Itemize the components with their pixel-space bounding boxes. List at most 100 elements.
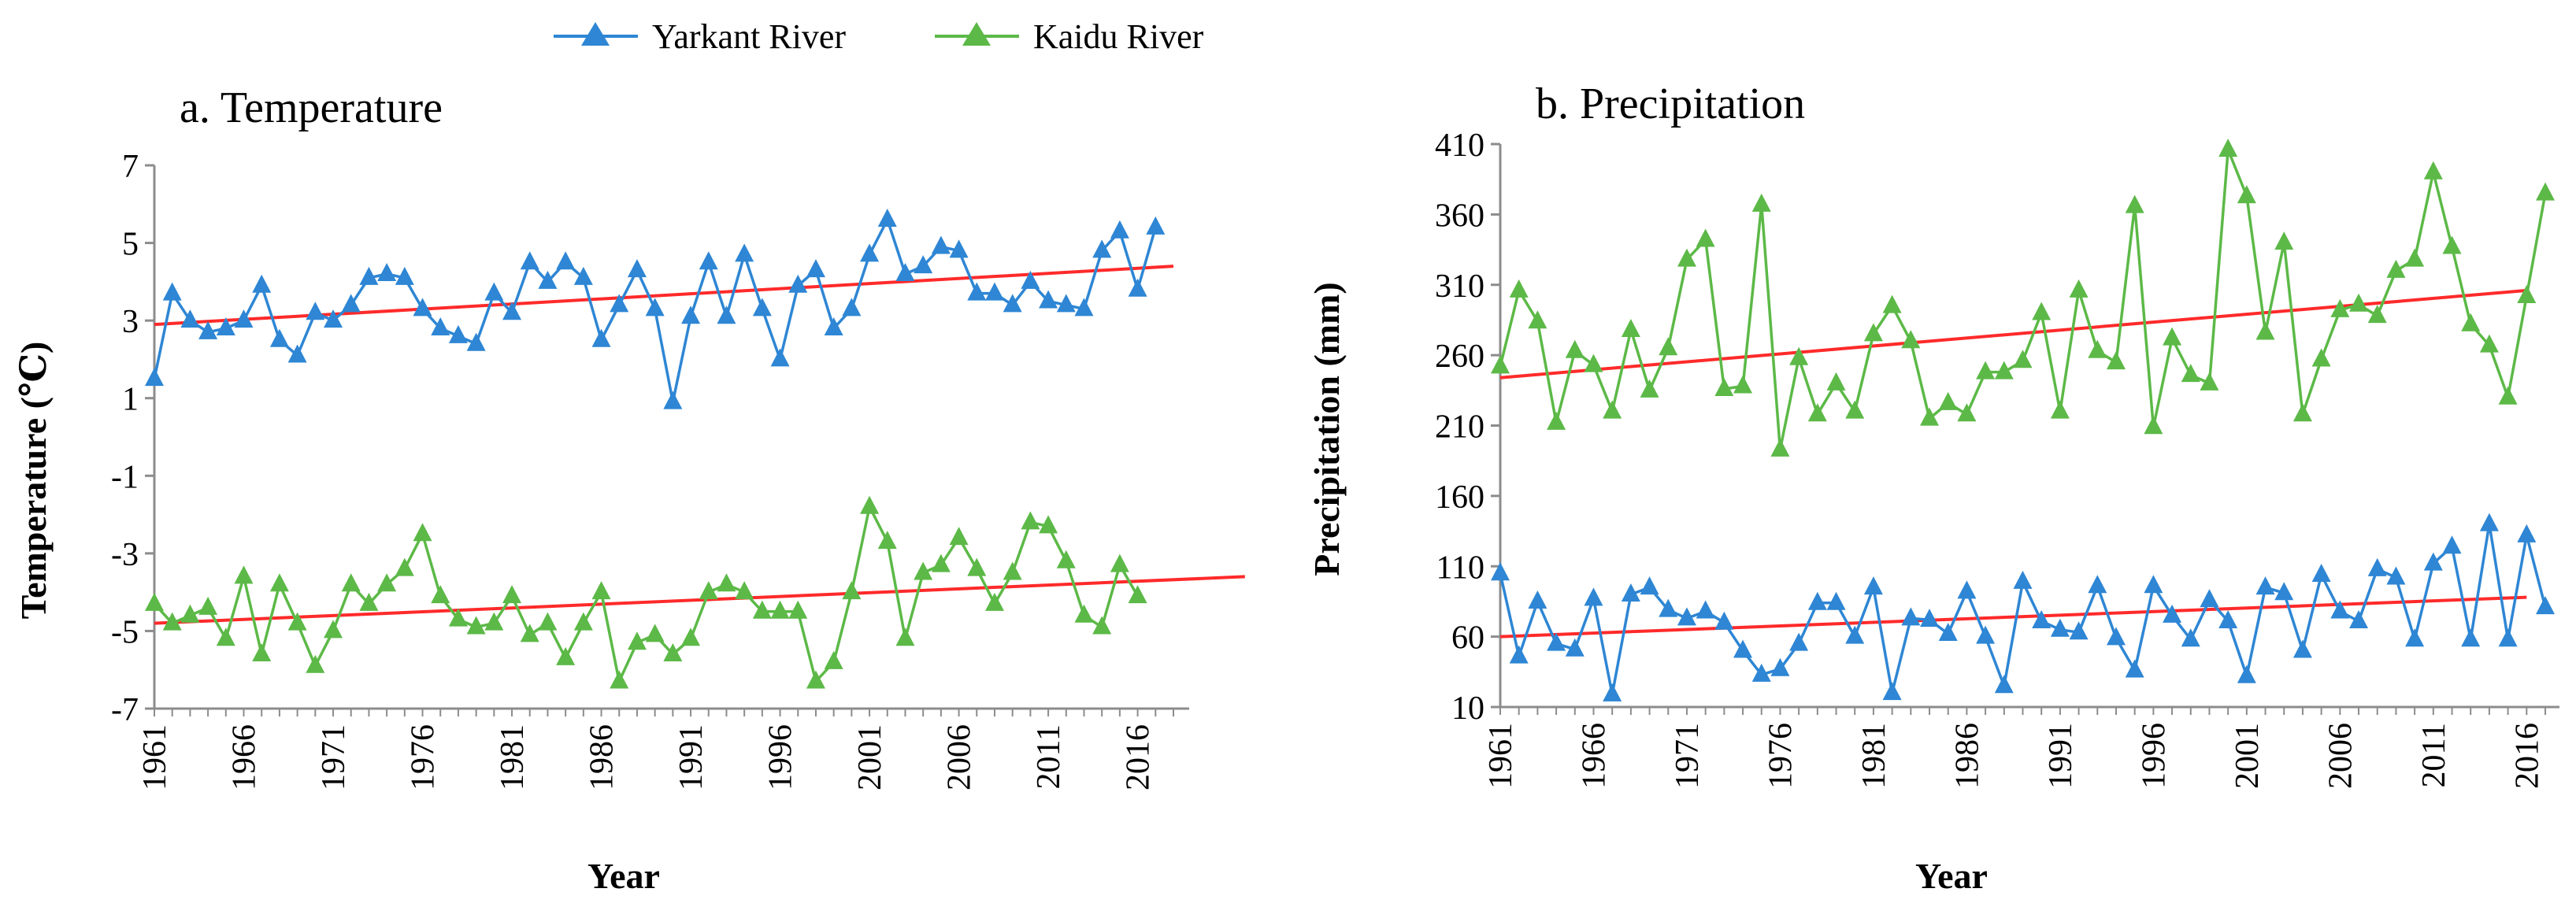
precipitation-data-point (2292, 403, 2312, 422)
precipitation-data-point (1733, 375, 1753, 394)
precipitation-data-point (2218, 609, 2238, 628)
precipitation-data-point (2536, 596, 2555, 615)
temperature-data-point (431, 317, 450, 335)
precipitation-trendline-1 (1499, 595, 2527, 639)
temperature-data-point (520, 251, 539, 270)
precipitation-data-point (1603, 400, 1622, 419)
temperature-data-point (216, 627, 235, 646)
precipitation-data-point (2274, 231, 2294, 250)
precipitation-data-point (2330, 298, 2350, 317)
precipitation-data-point (1826, 372, 1846, 391)
precipitation-data-point (1789, 632, 1809, 651)
precipitation-series-line-0 (1499, 148, 2547, 451)
temperature-data-point (1074, 604, 1094, 623)
precipitation-data-point (1863, 576, 1883, 595)
temperature-data-point (681, 627, 701, 646)
temperature-data-point (145, 368, 164, 387)
precipitation-data-point (2069, 621, 2089, 640)
precipitation-data-point (1565, 638, 1585, 657)
temperature-x-tick-label: 1991 (673, 724, 710, 790)
precipitation-y-tick-label: 110 (1436, 550, 1484, 586)
precipitation-data-point (1901, 330, 1921, 349)
precipitation-y-tick-label: 210 (1435, 409, 1484, 446)
precipitation-x-tick-label: 1986 (1949, 723, 1985, 789)
temperature-data-point (377, 263, 397, 281)
precipitation-chart: b. Precipitation Precipitation (mm) Year… (1307, 80, 2559, 896)
precipitation-x-tick-label: 1966 (1576, 723, 1612, 789)
temperature-data-point (324, 620, 343, 639)
precipitation-data-point (1659, 598, 1678, 617)
temperature-data-point (1092, 239, 1112, 258)
precipitation-x-tick-label: 1991 (2043, 723, 2079, 789)
temperature-x-tick-label: 2016 (1121, 724, 1157, 790)
temperature-data-point (1003, 294, 1022, 313)
temperature-data-point (1056, 550, 1076, 568)
temperature-data-point (788, 274, 808, 293)
temperature-x-tick-label: 2011 (1031, 724, 1067, 789)
temperature-data-point (395, 266, 414, 285)
temperature-trendline-0 (154, 265, 1174, 327)
temperature-data-point (735, 581, 754, 600)
precipitation-x-tick-label: 2011 (2416, 723, 2452, 787)
temperature-data-point (359, 592, 379, 611)
precipitation-data-point (2163, 604, 2182, 623)
temperature-data-point (1003, 561, 1022, 580)
precipitation-data-point (2088, 575, 2107, 594)
precipitation-data-point (1938, 623, 1958, 642)
temperature-data-point (306, 302, 325, 320)
precipitation-data-point (1621, 318, 1640, 337)
temperature-data-point (448, 608, 468, 627)
precipitation-data-point (1547, 632, 1566, 651)
temperature-y-tick-label: 5 (122, 227, 139, 263)
precipitation-data-point (1807, 403, 1827, 422)
temperature-data-point (770, 348, 790, 367)
precipitation-x-tick-label: 1961 (1483, 723, 1519, 789)
temperature-x-tick-label: 1971 (316, 724, 352, 790)
temperature-data-point (431, 585, 450, 604)
temperature-data-point (1074, 298, 1094, 317)
temperature-x-tick-label: 1966 (227, 724, 263, 790)
temperature-data-point (145, 592, 164, 611)
precipitation-data-point (1957, 580, 1977, 599)
temperature-data-point (234, 565, 254, 584)
precipitation-data-point (2088, 339, 2107, 358)
precipitation-data-point (2423, 552, 2443, 571)
precipitation-data-point (2330, 600, 2350, 619)
temperature-data-point (198, 596, 218, 615)
temperature-axes: -7 -5 -3 -1 1 3 5 7 1961 1966 1971 1976 1981 1986 1991… (111, 149, 1189, 790)
temperature-data-point (877, 531, 897, 550)
precipitation-data-point (1938, 391, 1958, 410)
precipitation-y-tick-label: 410 (1435, 128, 1484, 164)
temperature-y-axis-label: Temperature (℃) (13, 342, 54, 620)
precipitation-data-point (1882, 294, 1902, 313)
temperature-data-point (395, 557, 414, 576)
precipitation-chart-title: b. Precipitation (1536, 80, 1805, 128)
precipitation-data-point (1565, 339, 1585, 358)
temperature-data-point (663, 643, 683, 661)
temperature-data-point (806, 670, 825, 689)
temperature-data-point (752, 298, 772, 317)
temperature-data-point (895, 627, 915, 646)
temperature-x-tick-label: 2001 (852, 724, 888, 790)
temperature-data-point (341, 573, 361, 592)
temperature-data-point (627, 259, 647, 278)
temperature-data-point (824, 650, 843, 669)
precipitation-data-point (2423, 161, 2443, 180)
temperature-x-tick-label: 2006 (942, 724, 978, 790)
precipitation-data-point (2200, 372, 2219, 391)
precipitation-data-point (2442, 235, 2462, 254)
precipitation-data-point (2106, 351, 2126, 370)
temperature-data-point (931, 235, 951, 254)
temperature-data-point (287, 612, 307, 631)
temperature-data-point (860, 495, 880, 514)
precipitation-data-point (2237, 185, 2256, 204)
temperature-data-point (1110, 220, 1129, 239)
legend-yarkant-marker (581, 22, 610, 46)
precipitation-data-point (1770, 438, 1790, 457)
precipitation-data-point (1491, 562, 1510, 581)
precipitation-data-point (1994, 675, 2014, 694)
temperature-data-point (216, 317, 235, 335)
precipitation-data-point (1528, 590, 1547, 609)
precipitation-data-point (2144, 416, 2163, 435)
precipitation-data-point (1751, 193, 1771, 212)
